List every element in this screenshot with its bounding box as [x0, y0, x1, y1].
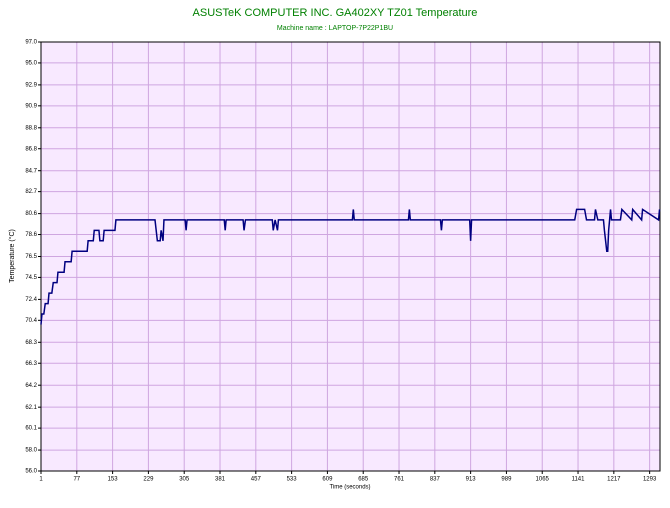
- x-tick-label: 761: [394, 477, 405, 483]
- y-tick-label: 90.9: [25, 103, 37, 109]
- data-line: [40, 207, 661, 325]
- x-tick-label: 1065: [536, 477, 550, 483]
- x-tick-label: 609: [322, 477, 333, 483]
- x-tick-label: 837: [430, 477, 441, 483]
- y-tick-label: 70.4: [25, 318, 37, 324]
- y-tick-label: 66.3: [25, 361, 37, 367]
- y-tick-label: 95.0: [25, 61, 37, 67]
- y-tick-label: 86.8: [25, 146, 37, 152]
- y-tick-label: 97.0: [25, 40, 37, 46]
- chart-subtitle: Machine name : LAPTOP-7P22P1BU: [277, 25, 393, 32]
- y-tick-label: 92.9: [25, 82, 37, 88]
- x-tick-label: 913: [466, 477, 477, 483]
- y-tick-label: 74.5: [25, 275, 37, 281]
- x-tick-label: 153: [108, 477, 119, 483]
- y-tick-label: 60.1: [25, 426, 37, 432]
- y-tick-label: 68.3: [25, 340, 37, 346]
- y-tick-label: 76.5: [25, 254, 37, 260]
- x-tick-label: 381: [215, 477, 226, 483]
- y-tick-label: 56.0: [25, 469, 37, 475]
- x-tick-label: 1141: [572, 477, 586, 483]
- chart-title: ASUSTeK COMPUTER INC. GA402XY TZ01 Tempe…: [193, 7, 478, 19]
- x-tick-label: 1293: [643, 477, 657, 483]
- x-tick-label: 77: [73, 477, 80, 483]
- y-tick-label: 88.8: [25, 125, 37, 131]
- y-tick-label: 78.6: [25, 232, 37, 238]
- y-tick-label: 64.2: [25, 383, 37, 389]
- x-tick-label: 533: [287, 477, 298, 483]
- y-tick-label: 84.7: [25, 168, 37, 174]
- y-tick-label: 72.4: [25, 297, 37, 303]
- y-tick-label: 82.7: [25, 189, 37, 195]
- y-tick-label: 58.0: [25, 448, 37, 454]
- y-tick-label: 62.1: [25, 405, 37, 411]
- x-axis-label: Time (seconds): [329, 485, 370, 491]
- x-tick-label: 457: [251, 477, 262, 483]
- x-tick-label: 1: [39, 477, 43, 483]
- x-tick-label: 229: [143, 477, 154, 483]
- plot-frame: [40, 41, 661, 472]
- y-tick-label: 80.6: [25, 211, 37, 217]
- x-tick-label: 1217: [607, 477, 621, 483]
- x-tick-label: 685: [358, 477, 369, 483]
- x-tick-label: 305: [179, 477, 190, 483]
- x-tick-label: 989: [501, 477, 512, 483]
- y-axis-label: Temperature (°C): [8, 229, 16, 283]
